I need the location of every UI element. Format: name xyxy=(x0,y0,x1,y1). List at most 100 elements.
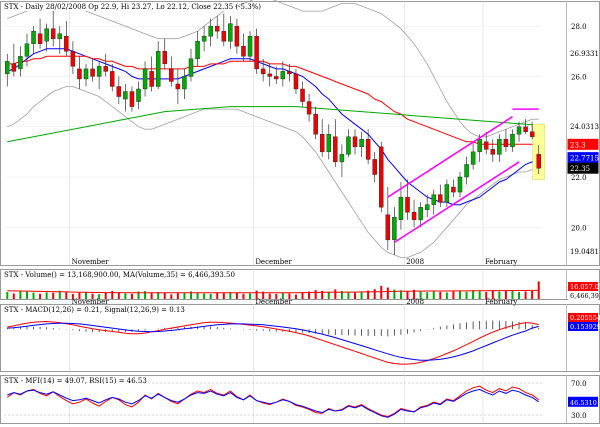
rsi-panel-title: STX - MFI(14) = 49.07, RSI(15) = 46.53 xyxy=(4,377,147,385)
price-tick-label: 20.0 xyxy=(571,224,587,232)
volume-bar xyxy=(406,291,409,299)
volume-bar xyxy=(281,293,284,299)
volume-bar xyxy=(373,289,376,299)
volume-bar xyxy=(294,294,297,299)
candle-body xyxy=(424,204,430,210)
volume-bar xyxy=(183,292,186,299)
volume-bar xyxy=(419,291,422,299)
candle-body xyxy=(477,139,482,153)
volume-value-box xyxy=(568,282,598,291)
candle-body xyxy=(188,58,194,77)
candle-body xyxy=(274,76,279,80)
volume-bar xyxy=(209,293,212,299)
trendline xyxy=(393,161,520,244)
volume-bar xyxy=(58,290,61,299)
rsi-value-label: 46.5310 xyxy=(570,399,597,407)
candle-body xyxy=(444,184,450,203)
ma50-line xyxy=(7,55,539,145)
candle-body xyxy=(529,131,535,137)
candle-body xyxy=(31,30,36,44)
volume-bar xyxy=(393,289,396,299)
volume-bar xyxy=(360,292,363,299)
volume-bar xyxy=(19,291,22,299)
candle-body xyxy=(5,61,10,75)
candle-body xyxy=(142,68,148,90)
volume-bar xyxy=(386,287,389,299)
macd-value-box xyxy=(568,313,598,322)
macd-value-label: 0.205554 xyxy=(570,314,600,322)
volume-value-label: 6,466,393 xyxy=(570,292,600,300)
volume-bar xyxy=(472,290,475,299)
rsi-level-label: 70.0 xyxy=(571,380,587,388)
volume-bar xyxy=(445,292,448,299)
date-label: February xyxy=(485,298,517,306)
candle-body xyxy=(339,154,345,163)
candle-body xyxy=(536,154,541,169)
volume-bar xyxy=(216,292,219,299)
volume-bar xyxy=(288,293,291,299)
candle-body xyxy=(280,71,286,80)
volume-bar xyxy=(314,290,317,299)
candle-body xyxy=(438,194,443,203)
candle-body xyxy=(260,68,266,75)
candle-body xyxy=(96,66,102,77)
price-title-bg xyxy=(3,2,235,11)
volume-bar xyxy=(91,293,94,299)
candle-body xyxy=(90,68,95,77)
candle-body xyxy=(214,25,220,32)
volume-bar xyxy=(150,293,153,299)
candle-body xyxy=(267,73,272,77)
volume-bar xyxy=(531,291,534,299)
candle-body xyxy=(306,101,312,115)
candle-body xyxy=(398,196,404,220)
candle-body xyxy=(470,151,476,165)
volume-bar xyxy=(104,292,107,299)
candle-body xyxy=(116,86,122,97)
volume-bar xyxy=(176,293,179,299)
candle-body xyxy=(64,36,69,52)
candle-body xyxy=(18,56,23,70)
volume-bar xyxy=(399,290,402,299)
candle-body xyxy=(50,28,56,39)
volume-bar xyxy=(268,293,271,299)
candle-body xyxy=(254,36,259,70)
volume-bar xyxy=(157,292,160,299)
price-tick-label: 28.0 xyxy=(571,23,587,31)
price-value-label: 22.35 xyxy=(570,165,590,173)
candle-body xyxy=(326,134,332,153)
price-value-label: 26.9331 xyxy=(570,50,599,58)
trendline xyxy=(387,115,513,198)
price-panel-title: STX - Daily 28/02/2008 Op 22.9, Hi 23.27… xyxy=(4,3,261,11)
volume-bar xyxy=(478,291,481,299)
candle-body xyxy=(483,141,489,150)
price-value-label: 19.0481 xyxy=(570,248,599,256)
lower-band-line xyxy=(7,86,539,258)
candle-body xyxy=(228,23,233,42)
upper-band-line xyxy=(7,0,539,138)
volume-bar xyxy=(308,291,311,299)
candle-body xyxy=(497,139,502,155)
volume-bar xyxy=(111,290,114,299)
volume-bar xyxy=(301,292,304,299)
candle-body xyxy=(123,91,128,100)
volume-bar xyxy=(229,291,232,299)
volume-bar xyxy=(78,292,81,299)
volume-bar xyxy=(354,292,357,299)
price-value-box xyxy=(568,48,598,59)
volume-bar xyxy=(498,291,501,299)
candle-body xyxy=(457,176,463,193)
candle-body xyxy=(234,25,240,47)
volume-bar xyxy=(196,292,199,299)
candle-body xyxy=(418,206,423,220)
candle-body xyxy=(405,196,410,213)
candle-body xyxy=(221,30,227,42)
volume-bar xyxy=(439,291,442,299)
date-label: December xyxy=(255,298,292,306)
volume-bar xyxy=(222,293,225,299)
candle-body xyxy=(11,63,17,72)
volume-bar xyxy=(39,293,42,299)
candle-body xyxy=(208,25,213,37)
macd-panel-frame xyxy=(0,304,600,372)
candle-body xyxy=(359,139,364,148)
